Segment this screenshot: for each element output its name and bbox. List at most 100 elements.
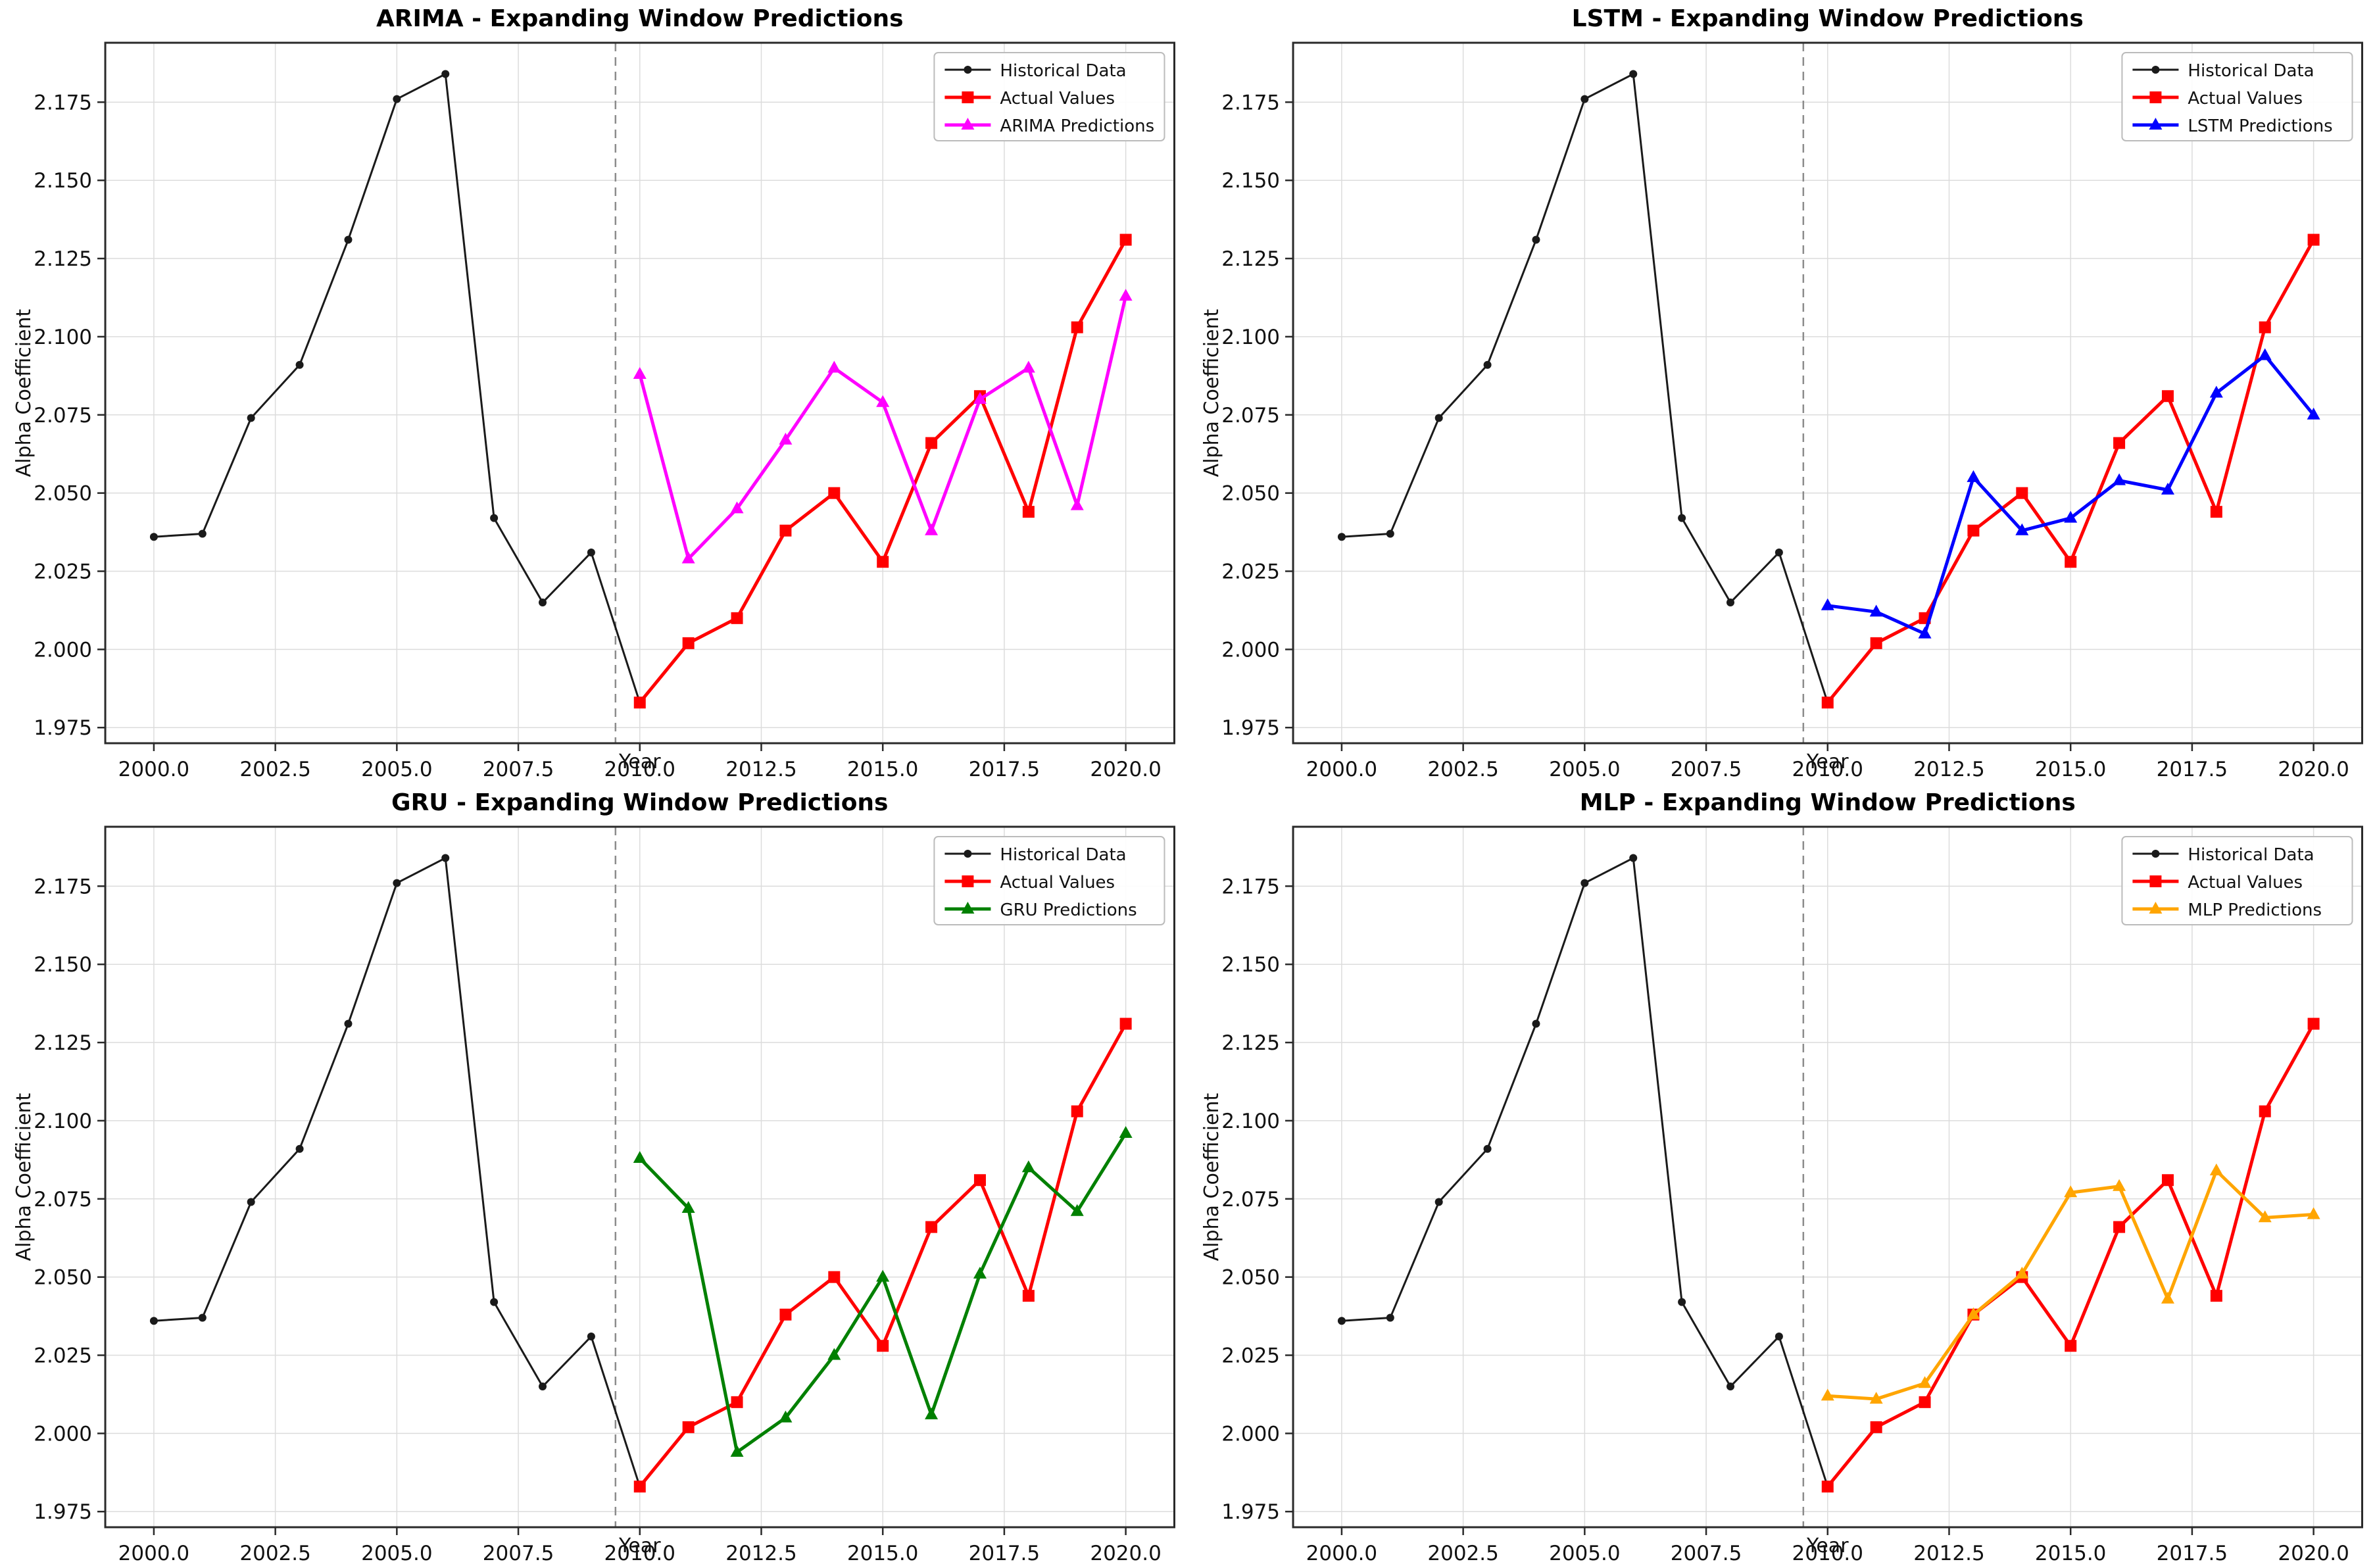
data-point-lstm-predictions	[2015, 523, 2028, 535]
y-tick-label: 1.975	[1221, 1500, 1280, 1524]
legend-marker-sample	[2151, 66, 2159, 74]
data-point-mlp-predictions	[1966, 1307, 1980, 1319]
data-point-actual-values	[779, 524, 792, 537]
gridlines	[105, 43, 1175, 743]
x-tick-label: 2017.5	[2156, 758, 2227, 781]
legend-marker-sample	[962, 875, 974, 887]
legend-marker-sample	[964, 850, 972, 858]
data-point-actual-values	[2307, 233, 2320, 246]
chart-svg-mlp: 2000.0 2002.5 2005.0 2007.5 2010.0 2012.5 2015…	[1200, 789, 2363, 1565]
y-tick-label: 2.050	[1221, 1266, 1280, 1290]
data-point-arima-predictions	[681, 551, 695, 564]
x-tick-label: 2002.5	[239, 758, 310, 781]
y-axis-label: Alpha Coefficient	[1200, 1092, 1223, 1261]
chart-title: MLP - Expanding Window Predictions	[1579, 789, 2075, 816]
data-point-gru-predictions	[876, 1269, 890, 1282]
data-point-actual-values	[1821, 697, 1834, 709]
y-tick-label: 2.000	[1221, 1422, 1280, 1446]
y-tick-label: 2.150	[34, 169, 92, 193]
data-point-actual-values	[973, 1174, 986, 1187]
y-tick-label: 2.100	[1221, 1110, 1280, 1133]
data-point-actual-values	[2259, 1105, 2271, 1117]
legend: Historical Data Actual Values MLP Predicti…	[2120, 836, 2353, 925]
data-point-actual-values	[1967, 524, 1979, 537]
data-point-gru-predictions	[827, 1348, 841, 1360]
data-point-actual-values	[2064, 556, 2076, 568]
x-tick-label: 2017.5	[969, 1542, 1040, 1565]
data-point-mlp-predictions	[2258, 1210, 2272, 1223]
data-point-historical-data	[1386, 529, 1394, 538]
y-axis-label: Alpha Coefficient	[1200, 308, 1223, 477]
legend-marker-sample	[961, 902, 975, 914]
data-point-lstm-predictions	[2307, 407, 2320, 420]
data-point-actual-values	[877, 1340, 889, 1352]
legend-marker-sample	[2149, 875, 2161, 887]
x-tick-label: 2010.0	[604, 758, 675, 781]
data-point-historical-data	[1531, 235, 1540, 244]
x-tick-label: 2000.0	[1306, 1542, 1377, 1565]
legend-box	[2120, 836, 2353, 925]
legend-label: Historical Data	[2188, 61, 2314, 81]
y-tick-label: 2.150	[34, 953, 92, 977]
data-point-actual-values	[1870, 637, 1882, 649]
data-point-arima-predictions	[876, 395, 890, 407]
x-tick-label: 2000.0	[118, 1542, 189, 1565]
x-tick-label: 2005.0	[1549, 1542, 1620, 1565]
data-point-gru-predictions	[681, 1201, 695, 1213]
legend-marker-sample	[962, 91, 974, 103]
x-tick-label: 2007.5	[1670, 758, 1741, 781]
x-tick-label: 2000.0	[118, 758, 189, 781]
data-point-historical-data	[393, 95, 401, 103]
data-point-actual-values	[877, 556, 889, 568]
data-point-historical-data	[1483, 360, 1492, 369]
x-tick-label: 2012.5	[1913, 1542, 1984, 1565]
x-tick-label: 2010.0	[1792, 1542, 1863, 1565]
x-tick-label: 2012.5	[725, 1542, 796, 1565]
data-point-actual-values	[633, 1481, 646, 1493]
data-point-arima-predictions	[1070, 498, 1084, 510]
y-tick-label: 2.100	[1221, 326, 1280, 349]
data-point-actual-values	[1022, 1290, 1035, 1302]
y-tick-label: 2.150	[1221, 169, 1280, 193]
data-point-gru-predictions	[1119, 1125, 1133, 1138]
x-axis-label: Year	[1806, 1534, 1849, 1557]
data-point-actual-values	[2161, 1174, 2174, 1187]
data-point-mlp-predictions	[2112, 1179, 2126, 1191]
y-tick-label: 2.000	[1221, 638, 1280, 662]
y-tick-label: 2.175	[34, 875, 92, 898]
data-point-actual-values	[633, 697, 646, 709]
data-point-arima-predictions	[1021, 360, 1035, 373]
x-tick-label: 2010.0	[1792, 758, 1863, 781]
data-point-actual-values	[2113, 437, 2125, 449]
data-point-actual-values	[1022, 506, 1035, 518]
y-tick-label: 2.075	[34, 1188, 92, 1212]
legend-marker-sample	[2148, 902, 2162, 914]
y-tick-label: 2.175	[1221, 875, 1280, 898]
legend-label: MLP Predictions	[2188, 900, 2322, 920]
data-point-actual-values	[2307, 1017, 2320, 1030]
data-point-historical-data	[295, 1144, 304, 1153]
data-point-mlp-predictions	[2063, 1185, 2077, 1198]
x-tick-label: 2005.0	[1549, 758, 1620, 781]
x-tick-label: 2002.5	[239, 1542, 310, 1565]
gridlines	[105, 827, 1175, 1527]
chart-title: ARIMA - Expanding Window Predictions	[376, 5, 904, 32]
chart-title: GRU - Expanding Window Predictions	[391, 789, 888, 816]
data-point-historical-data	[1775, 1332, 1783, 1340]
data-point-historical-data	[1483, 1144, 1492, 1153]
x-tick-label: 2017.5	[2156, 1542, 2227, 1565]
data-point-lstm-predictions	[1869, 604, 1883, 617]
data-point-actual-values	[731, 1396, 743, 1408]
data-point-historical-data	[247, 1198, 255, 1206]
legend: Historical Data Actual Values ARIMA Predic…	[933, 52, 1165, 141]
legend-label: Actual Values	[1000, 89, 1115, 109]
data-point-arima-predictions	[633, 366, 647, 379]
data-point-actual-values	[925, 437, 938, 449]
y-tick-label: 2.175	[34, 91, 92, 114]
data-point-actual-values	[2259, 321, 2271, 333]
y-tick-label: 2.050	[34, 482, 92, 506]
data-point-lstm-predictions	[2209, 385, 2223, 398]
data-point-gru-predictions	[730, 1444, 744, 1457]
data-point-historical-data	[198, 1313, 207, 1322]
